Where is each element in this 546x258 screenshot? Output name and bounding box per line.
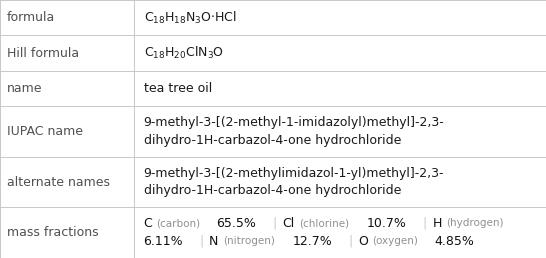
Text: (nitrogen): (nitrogen) — [223, 236, 275, 246]
Text: 10.7%: 10.7% — [367, 217, 407, 230]
Text: alternate names: alternate names — [7, 176, 110, 189]
Text: |: | — [199, 235, 203, 248]
Text: O: O — [358, 235, 368, 248]
Text: C: C — [144, 217, 152, 230]
Text: 4.85%: 4.85% — [434, 235, 474, 248]
Text: name: name — [7, 82, 43, 95]
Text: Hill formula: Hill formula — [7, 47, 79, 60]
Text: (chlorine): (chlorine) — [299, 218, 349, 228]
Text: 12.7%: 12.7% — [292, 235, 332, 248]
Text: $\mathregular{C}_{18}\mathregular{H}_{20}\mathregular{ClN}_3\mathregular{O}$: $\mathregular{C}_{18}\mathregular{H}_{20… — [144, 45, 224, 61]
Text: |: | — [423, 217, 427, 230]
Text: (hydrogen): (hydrogen) — [446, 218, 503, 228]
Text: (carbon): (carbon) — [157, 218, 200, 228]
Text: 9-methyl-3-[(2-methyl-1-imidazolyl)methyl]-2,3-
dihydro-1H-carbazol-4-one hydroc: 9-methyl-3-[(2-methyl-1-imidazolyl)methy… — [144, 116, 444, 147]
Text: 65.5%: 65.5% — [216, 217, 256, 230]
Text: formula: formula — [7, 11, 55, 24]
Text: tea tree oil: tea tree oil — [144, 82, 212, 95]
Text: 6.11%: 6.11% — [144, 235, 183, 248]
Text: mass fractions: mass fractions — [7, 226, 99, 239]
Text: |: | — [348, 235, 352, 248]
Text: $\mathregular{C}_{18}\mathregular{H}_{18}\mathregular{N}_3\mathregular{O{\cdot}H: $\mathregular{C}_{18}\mathregular{H}_{18… — [144, 10, 236, 26]
Text: |: | — [272, 217, 276, 230]
Text: IUPAC name: IUPAC name — [7, 125, 83, 138]
Text: N: N — [209, 235, 218, 248]
Text: Cl: Cl — [282, 217, 294, 230]
Text: 9-methyl-3-[(2-methylimidazol-1-yl)methyl]-2,3-
dihydro-1H-carbazol-4-one hydroc: 9-methyl-3-[(2-methylimidazol-1-yl)methy… — [144, 167, 444, 197]
Text: H: H — [432, 217, 442, 230]
Text: (oxygen): (oxygen) — [372, 236, 418, 246]
